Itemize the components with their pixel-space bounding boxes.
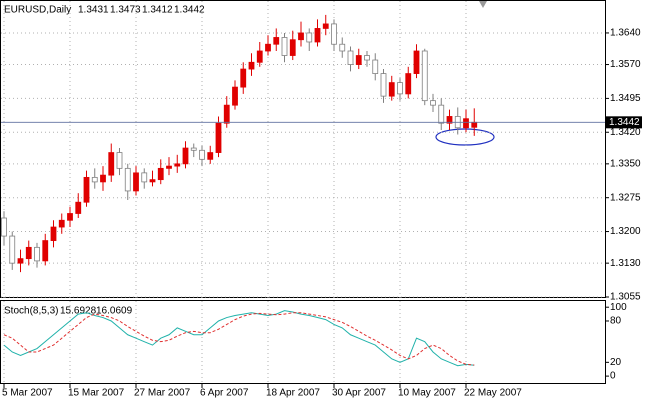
candle-body — [471, 121, 478, 128]
candle-body — [215, 122, 222, 153]
indicator-panel-border — [0, 300, 606, 384]
candle-body — [421, 50, 428, 102]
indicator-line — [3, 312, 475, 366]
candle-body — [166, 165, 172, 169]
x-tick-label: 6 Apr 2007 — [200, 388, 249, 399]
candle-body — [223, 104, 230, 124]
candle-body — [281, 37, 288, 56]
candle-body — [438, 104, 445, 124]
y-tick-label: 1.3640 — [610, 28, 641, 39]
candle-body — [273, 37, 280, 45]
candle-body — [42, 240, 49, 262]
candle-body — [9, 235, 16, 264]
candle-body — [157, 167, 164, 181]
candle-body — [380, 73, 387, 97]
x-tick-label: 15 Mar 2007 — [68, 388, 125, 399]
candle-body — [339, 43, 346, 52]
y-tick-label: 1.3570 — [610, 59, 641, 70]
indicator-line — [3, 310, 475, 367]
candle-body — [372, 59, 379, 74]
candle-body — [248, 61, 255, 70]
candle-body — [1, 217, 7, 237]
y-tick-label: 1.3495 — [610, 93, 641, 104]
main-panel-border — [0, 0, 606, 298]
candle-body — [446, 116, 453, 124]
header-open: 1.3431 — [78, 5, 109, 16]
candle-body — [331, 23, 337, 45]
x-tick-label: 27 Mar 2007 — [134, 388, 191, 399]
candle-body — [430, 100, 436, 106]
candle-body — [141, 172, 148, 183]
symbol-title: EURUSD,Daily — [4, 5, 71, 16]
header-low: 1.3412 — [142, 5, 173, 16]
candle-body — [58, 219, 65, 228]
y-tick-label: 80 — [610, 316, 622, 327]
candle-body — [182, 147, 189, 165]
candle-body — [50, 226, 57, 241]
indicator-main-value: 15.6928 — [60, 306, 97, 317]
candle-body — [91, 176, 98, 183]
indicator-signal-value: 16.0609 — [96, 306, 133, 317]
highlight-ellipse — [435, 128, 495, 146]
y-tick-label: 1.3130 — [610, 258, 641, 269]
candle-body — [265, 43, 271, 52]
header-close: 1.3442 — [174, 5, 205, 16]
candle-body — [100, 174, 106, 183]
candle-body — [347, 50, 354, 65]
indicator-title: Stoch(8,5,3) — [4, 306, 58, 317]
x-tick-label: 30 Apr 2007 — [332, 388, 386, 399]
candle-body — [83, 176, 90, 203]
price-label-box — [606, 116, 642, 129]
x-tick-label: 10 May 2007 — [398, 388, 456, 399]
y-tick-label: 20 — [610, 357, 622, 368]
y-tick-label: 100 — [610, 302, 627, 313]
y-tick-label: 0 — [610, 371, 616, 382]
candle-body — [25, 246, 32, 260]
y-tick-label: 1.3350 — [610, 158, 641, 169]
candle-body — [289, 39, 296, 56]
candle-body — [67, 213, 73, 221]
x-tick-label: 5 Mar 2007 — [2, 388, 53, 399]
candle-body — [232, 86, 238, 106]
y-tick-label: 1.3055 — [610, 292, 641, 303]
candle-body — [298, 32, 304, 41]
candle-body — [388, 82, 395, 97]
y-tick-label: 1.3420 — [610, 127, 641, 138]
candle-body — [149, 179, 156, 183]
price-label: 1.3442 — [609, 117, 640, 128]
candle-body — [116, 152, 123, 169]
candle-body — [240, 68, 247, 88]
shift-marker — [479, 1, 487, 8]
x-tick-label: 18 Apr 2007 — [266, 388, 320, 399]
candle-body — [306, 32, 313, 43]
candle-body — [34, 246, 40, 262]
candle-body — [405, 73, 412, 95]
y-tick-label: 1.3275 — [610, 192, 641, 203]
candle-body — [355, 55, 362, 65]
header: EURUSD,Daily 1.3431 1.3473 1.3412 1.3442 — [4, 5, 205, 16]
candle-body — [207, 152, 214, 160]
candle-body — [322, 23, 329, 29]
candle-body — [256, 50, 263, 63]
header-high: 1.3473 — [110, 5, 141, 16]
candle-body — [413, 50, 420, 74]
candle-body — [364, 55, 370, 61]
candle-body — [463, 118, 469, 129]
candle-body — [17, 258, 24, 264]
candle-body — [199, 149, 205, 160]
candle-body — [108, 152, 115, 176]
candle-body — [174, 163, 181, 167]
candle-body — [314, 28, 321, 43]
candle-body — [133, 172, 139, 192]
x-tick-label: 22 May 2007 — [464, 388, 522, 399]
candle-body — [397, 82, 403, 95]
candle-body — [75, 201, 82, 214]
candle-body — [190, 147, 197, 151]
candle-body — [124, 167, 131, 192]
y-tick-label: 1.3200 — [610, 226, 641, 237]
